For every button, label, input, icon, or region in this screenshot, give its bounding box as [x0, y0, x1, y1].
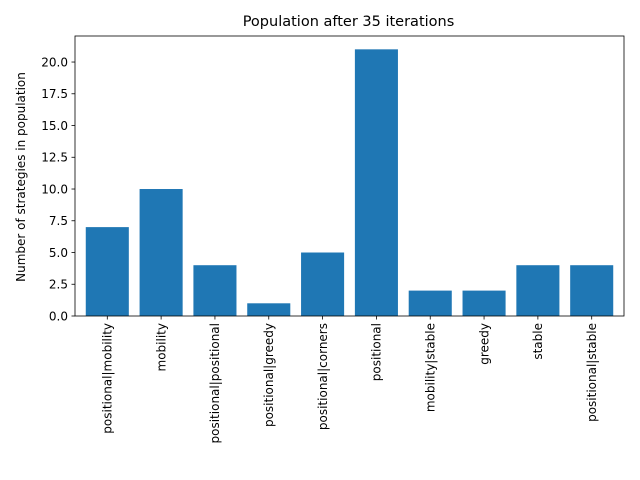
- bar-stable: [516, 265, 560, 316]
- y-tick-label: 20.0: [41, 55, 68, 69]
- bar-mobility-stable: [408, 290, 452, 316]
- bar-positional-greedy: [247, 303, 291, 316]
- bar-positional-stable: [570, 265, 614, 316]
- bar-positional: [354, 49, 398, 316]
- y-tick-label: 5.0: [49, 246, 68, 260]
- y-tick-label: 2.5: [49, 278, 68, 292]
- x-tick-label: positional|corners: [316, 323, 330, 430]
- x-tick-label: greedy: [477, 323, 491, 365]
- y-tick-label: 7.5: [49, 214, 68, 228]
- bars-group: [85, 49, 614, 316]
- x-tick-label: positional: [370, 323, 384, 381]
- x-tick-label: positional|stable: [585, 323, 599, 422]
- x-ticks-group: positional|mobility mobility positional|po…: [101, 316, 599, 443]
- y-tick-label: 17.5: [41, 87, 68, 101]
- bar-positional-corners: [301, 252, 345, 316]
- x-tick-label: positional|greedy: [262, 323, 276, 427]
- bar-mobility: [139, 189, 183, 316]
- chart-title: Population after 35 iterations: [243, 14, 455, 30]
- x-tick-label: positional|positional: [208, 323, 222, 443]
- plot-frame: [74, 35, 625, 317]
- x-tick-label: positional|mobility: [101, 323, 115, 434]
- bar-positional-positional: [193, 265, 237, 316]
- y-tick-label: 0.0: [49, 309, 68, 323]
- x-tick-label: mobility: [154, 323, 168, 371]
- x-tick-label: mobility|stable: [424, 323, 438, 412]
- bar-greedy: [462, 290, 506, 316]
- y-tick-label: 15.0: [41, 119, 68, 133]
- y-axis-label: Number of strategies in population: [14, 72, 28, 282]
- y-ticks-group: 0.0 2.5 5.0 7.5 10.0 12.5 15.0 17.5 20.0: [41, 55, 75, 323]
- bar-positional-mobility: [85, 227, 129, 316]
- x-tick-label: stable: [531, 323, 545, 360]
- y-tick-label: 10.0: [41, 182, 68, 196]
- y-tick-label: 12.5: [41, 151, 68, 165]
